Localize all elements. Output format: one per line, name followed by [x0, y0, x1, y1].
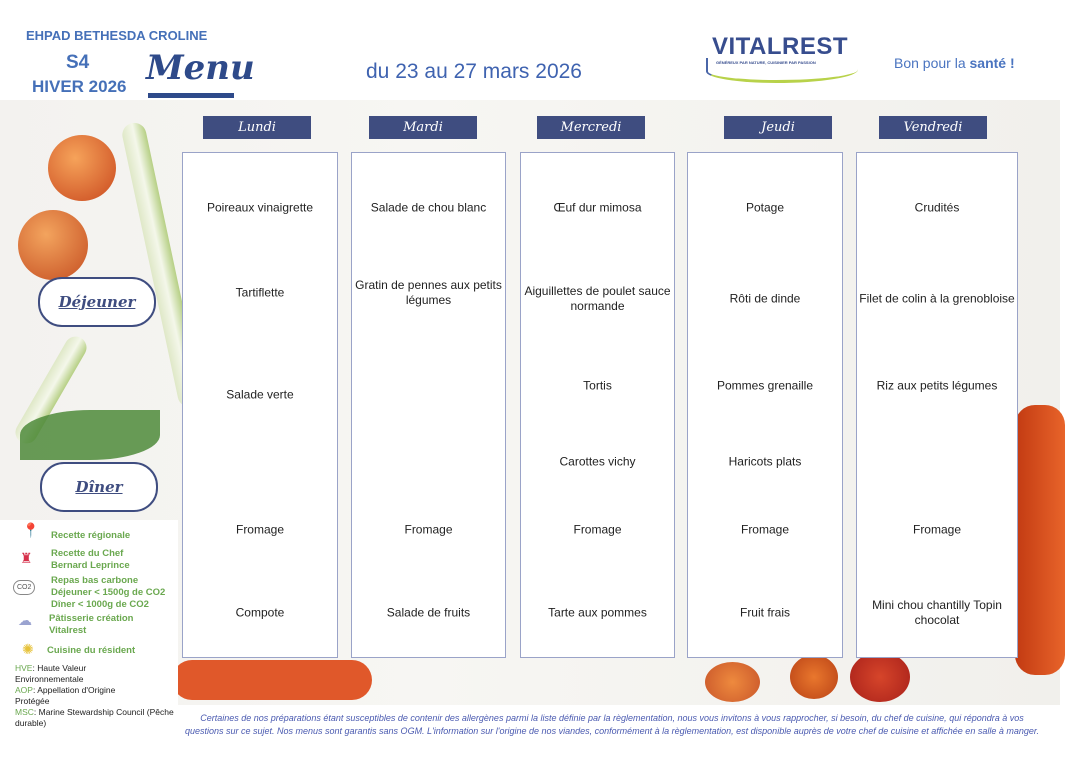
day-header-mercredi: Mercredi	[537, 116, 645, 139]
resident-cuisine-icon: ✺	[22, 641, 34, 657]
menu-item: Poireaux vinaigrette	[206, 200, 314, 215]
menu-item: Rôti de dinde	[729, 291, 801, 306]
dinner-label: Dîner	[40, 462, 158, 512]
menu-item: Fromage	[573, 522, 622, 537]
carrot-image	[172, 660, 372, 700]
menu-item: Crudités	[914, 200, 960, 215]
leaf-image	[20, 410, 160, 460]
lunch-label: Déjeuner	[38, 277, 156, 327]
menu-item: Riz aux petits légumes	[876, 378, 998, 393]
menu-item: Tarte aux pommes	[548, 605, 647, 620]
day-column-jeudi: Potage Rôti de dinde Pommes grenaille Ha…	[687, 152, 843, 658]
menu-item: Fromage	[235, 522, 285, 537]
menu-item: Fromage	[740, 522, 790, 537]
menu-item: Salade de chou blanc	[370, 200, 487, 215]
legend-resident: Cuisine du résident	[47, 645, 136, 656]
menu-title: Menu	[146, 48, 255, 88]
onion-image	[18, 210, 88, 280]
carbon-lunch: Déjeuner < 1500g de CO2	[51, 587, 166, 598]
msc-text: : Marine Stewardship Council (Pêche dura…	[15, 707, 174, 728]
day-column-vendredi: Crudités Filet de colin à la grenobloise…	[856, 152, 1018, 658]
menu-item: Mini chou chantilly Topin chocolat	[872, 598, 1002, 627]
onion-image	[705, 662, 760, 702]
menu-item: Compote	[235, 605, 285, 620]
menu-item: Œuf dur mimosa	[553, 200, 642, 215]
day-header-lundi: Lundi	[203, 116, 311, 139]
hve-text: : Haute Valeur Environnementale	[15, 663, 87, 684]
aop-text: : Appellation d'Origine Protégée	[15, 685, 116, 706]
carrot-image	[1015, 405, 1065, 675]
menu-item: Carottes vichy	[559, 454, 636, 469]
menu-item: Fromage	[404, 522, 453, 537]
week-number: S4	[66, 52, 90, 73]
organization-name: EHPAD BETHESDA CROLINE	[26, 28, 208, 43]
menu-item: Filet de colin à la grenobloise	[859, 291, 1015, 306]
aop-key: AOP	[15, 685, 33, 695]
vitalrest-logo: VITALREST	[712, 33, 849, 60]
legend-regional: Recette régionale	[51, 530, 131, 541]
menu-item: Gratin de pennes aux petits légumes	[355, 278, 502, 307]
slogan-emphasis: santé !	[969, 55, 1015, 71]
onion-image	[850, 652, 910, 702]
onion-image	[48, 135, 116, 201]
menu-item: Salade de fruits	[386, 605, 471, 620]
slogan: Bon pour la santé !	[894, 55, 1015, 71]
legend-carbon: Repas bas carbone Déjeuner < 1500g de CO…	[51, 575, 165, 611]
legend-chef: Recette du Chef Bernard Leprince	[51, 548, 130, 571]
title-underline	[148, 93, 234, 98]
date-range: du 23 au 27 mars 2026	[366, 60, 582, 83]
day-column-mercredi: Œuf dur mimosa Aiguillettes de poulet sa…	[520, 152, 675, 658]
hve-key: HVE	[15, 663, 33, 673]
menu-item: Fromage	[912, 522, 962, 537]
abbr-aop: AOP: Appellation d'Origine Protégée	[15, 685, 140, 707]
menu-item: Fruit frais	[739, 605, 790, 620]
day-column-lundi: Poireaux vinaigrette Tartiflette Salade …	[182, 152, 338, 658]
carbon-dinner: Dîner < 1000g de CO2	[51, 599, 149, 610]
menu-item: Tartiflette	[235, 285, 285, 300]
chef-hat-icon: ♜	[20, 550, 33, 566]
menu-item: Tortis	[583, 378, 612, 393]
season: HIVER 2026	[32, 77, 127, 96]
onion-image	[790, 655, 838, 699]
menu-item: Salade verte	[226, 387, 294, 402]
menu-item: Pommes grenaille	[716, 378, 814, 393]
abbr-msc: MSC: Marine Stewardship Council (Pêche d…	[15, 707, 180, 729]
legend-pastry: Pâtisserie création Vitalrest	[49, 613, 134, 636]
logo-swoosh	[706, 58, 858, 83]
day-header-mardi: Mardi	[369, 116, 477, 139]
day-header-jeudi: Jeudi	[724, 116, 832, 139]
msc-key: MSC	[15, 707, 34, 717]
logo-tagline: GÉNÉREUX PAR NATURE, CUISINIER PAR PASSI…	[716, 60, 816, 65]
carbon-title: Repas bas carbone	[51, 575, 139, 586]
menu-item: Potage	[745, 200, 785, 215]
menu-item: Aiguillettes de poulet sauce normande	[524, 284, 671, 313]
allergen-disclaimer: Certaines de nos préparations étant susc…	[184, 713, 1040, 736]
legend: 📍 Recette régionale ♜ Recette du Chef Be…	[0, 520, 178, 730]
co2-cloud-icon: CO2	[13, 580, 36, 595]
abbr-hve: HVE: Haute Valeur Environnementale	[15, 663, 135, 685]
slogan-prefix: Bon pour la	[894, 55, 970, 71]
day-column-mardi: Salade de chou blanc Gratin de pennes au…	[351, 152, 506, 658]
pastry-chef-hat-icon: ☁	[18, 612, 32, 628]
day-header-vendredi: Vendredi	[879, 116, 987, 139]
location-pin-icon: 📍	[22, 522, 40, 538]
menu-item: Haricots plats	[728, 454, 802, 469]
